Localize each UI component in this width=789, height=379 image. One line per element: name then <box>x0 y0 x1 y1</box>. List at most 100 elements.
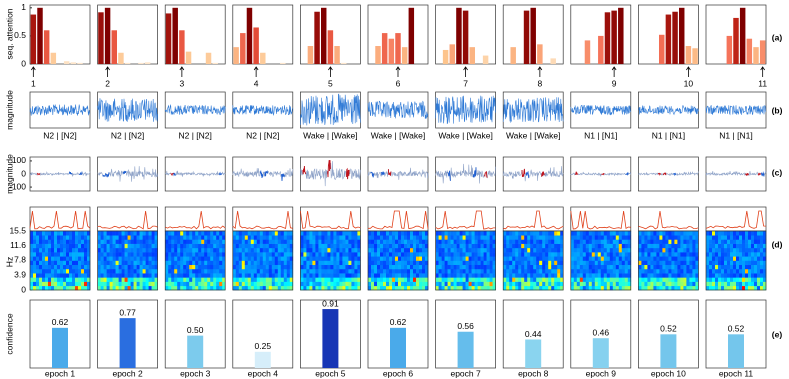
spectrogram-cell <box>66 277 69 282</box>
spectrogram-cell <box>333 248 336 253</box>
spectrogram-cell <box>339 286 342 291</box>
spectrogram-cell <box>113 231 116 236</box>
spectrogram-cell <box>233 269 236 274</box>
spectrogram-cell <box>251 244 254 249</box>
spectrogram-cell <box>51 248 54 253</box>
spectrogram-cell <box>165 273 168 278</box>
spectrogram-cell <box>180 244 183 249</box>
spectrogram-cell <box>333 273 336 278</box>
spectrogram-cell <box>374 231 377 236</box>
attention-bar <box>98 12 103 64</box>
attention-highlight <box>69 172 72 174</box>
spectrogram-cell <box>665 244 668 249</box>
spectrogram-cell <box>662 286 665 291</box>
spectrogram-cell <box>128 261 131 266</box>
spectrogram-cell <box>656 231 659 236</box>
spectrogram-cell <box>272 252 275 257</box>
spectrogram-cell <box>110 248 113 253</box>
attention-bar <box>470 47 475 64</box>
spectrogram-cell <box>116 282 119 287</box>
spectrogram-cell <box>51 273 54 278</box>
spectrogram-cell <box>189 273 192 278</box>
spectrogram-cell <box>542 269 545 274</box>
spectrogram-cell <box>336 282 339 287</box>
spectrogram-cell <box>284 231 287 236</box>
spectrogram-cell <box>189 286 192 291</box>
spectrogram-cell <box>583 244 586 249</box>
spectrogram-cell <box>143 256 146 261</box>
spectrogram-cell <box>619 282 622 287</box>
spectrogram-cell <box>398 231 401 236</box>
spectrogram-cell <box>653 235 656 240</box>
spectrogram-cell <box>36 286 39 291</box>
spectrogram-cell <box>515 286 518 291</box>
spectrogram-cell <box>622 265 625 270</box>
spectrogram-cell <box>63 252 66 257</box>
spectrogram-cell <box>607 231 610 236</box>
spectrogram-cell <box>580 239 583 244</box>
spectrogram-cell <box>342 252 345 257</box>
spectrogram-cell <box>149 277 152 282</box>
spectrogram-cell <box>460 239 463 244</box>
spectrogram-cell <box>484 248 487 253</box>
spectrogram-cell <box>475 269 478 274</box>
spectrogram-cell <box>84 252 87 257</box>
spectrogram-cell <box>113 244 116 249</box>
spectrogram-cell <box>484 277 487 282</box>
spectrogram-cell <box>137 239 140 244</box>
spectrogram-cell <box>607 244 610 249</box>
spectrogram-cell <box>84 273 87 278</box>
spectrogram-cell <box>656 244 659 249</box>
spectrogram-cell <box>239 248 242 253</box>
spectrogram-cell <box>613 269 616 274</box>
x-tick-label: epoch 2 <box>112 368 143 378</box>
spectrogram-cell <box>715 248 718 253</box>
spectrogram-cell <box>398 286 401 291</box>
spectrogram-cell <box>445 277 448 282</box>
spectrogram-cell <box>490 265 493 270</box>
spectrogram-cell <box>171 277 174 282</box>
spectrogram-cell <box>515 261 518 266</box>
spectrogram-cell <box>383 256 386 261</box>
spectrogram-cell <box>481 282 484 287</box>
spectrogram-cell <box>638 248 641 253</box>
spectrogram-cell <box>677 244 680 249</box>
spectrogram-cell <box>460 273 463 278</box>
spectrogram-cell <box>442 239 445 244</box>
spectrogram-cell <box>616 269 619 274</box>
spectrogram-cell <box>454 282 457 287</box>
spectrogram-cell <box>324 261 327 266</box>
spectrogram-cell <box>589 235 592 240</box>
spectrogram-cell <box>152 231 155 236</box>
spectrogram-cell <box>659 256 662 261</box>
spectrogram-cell <box>66 261 69 266</box>
attention-highlight <box>673 174 676 175</box>
spectrogram-cell <box>521 282 524 287</box>
spectrogram-cell <box>216 252 219 257</box>
spectrogram-cell <box>260 239 263 244</box>
spectrogram-cell <box>484 239 487 244</box>
spectrogram-cell <box>410 277 413 282</box>
spectrogram-cell <box>315 277 318 282</box>
spectrogram-cell <box>263 282 266 287</box>
spectrogram-cell <box>668 252 671 257</box>
value-label: 0.91 <box>322 298 339 308</box>
spectrogram-cell <box>42 273 45 278</box>
spectrogram-cell <box>515 239 518 244</box>
spectrogram-cell <box>601 231 604 236</box>
spectrogram-cell <box>548 244 551 249</box>
spectrogram-cell <box>146 244 149 249</box>
spectrogram-cell <box>84 244 87 249</box>
attention-highlight <box>382 172 385 175</box>
spectrogram-cell <box>686 231 689 236</box>
spectrogram-cell <box>245 256 248 261</box>
spectrogram-cell <box>571 265 574 270</box>
spectrogram-cell <box>195 244 198 249</box>
spectrogram-cell <box>548 231 551 236</box>
spectrogram-cell <box>644 252 647 257</box>
spectrogram-cell <box>383 277 386 282</box>
spectrogram-cell <box>125 252 128 257</box>
attention-highlight <box>761 173 764 177</box>
spectrogram-cell <box>107 261 110 266</box>
spectrogram-cell <box>662 252 665 257</box>
